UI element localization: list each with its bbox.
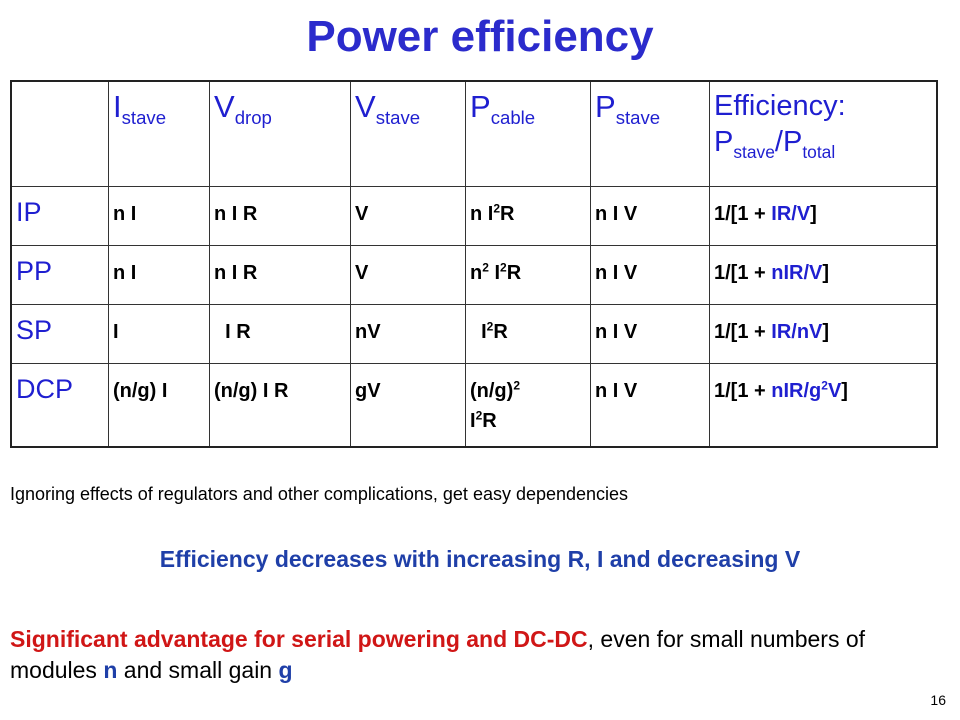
- cell-pstave: n I V: [590, 186, 710, 246]
- cell-istave: n I: [108, 245, 210, 305]
- cell-efficiency: 1/[1 + nIR/V]: [709, 245, 938, 305]
- advantage-highlight: Significant advantage for serial powerin…: [10, 626, 588, 652]
- row-label-ip: IP: [10, 186, 109, 246]
- page-number: 16: [930, 692, 946, 708]
- cell-efficiency: 1/[1 + nIR/g2V]: [709, 363, 938, 448]
- header-istave: Istave: [108, 80, 210, 187]
- advantage-text: Significant advantage for serial powerin…: [10, 626, 866, 684]
- cell-istave: n I: [108, 186, 210, 246]
- cell-efficiency: 1/[1 + IR/V]: [709, 186, 938, 246]
- cell-vdrop: (n/g) I R: [209, 363, 351, 448]
- cell-vstave: V: [350, 245, 466, 305]
- cell-vstave: gV: [350, 363, 466, 448]
- table-row: DCP (n/g) I (n/g) I R gV (n/g)2 I2R n I V…: [10, 363, 938, 448]
- header-pstave: Pstave: [590, 80, 710, 187]
- cell-pcable: I2R: [465, 304, 591, 364]
- cell-pstave: n I V: [590, 245, 710, 305]
- cell-istave: (n/g) I: [108, 363, 210, 448]
- row-label-pp: PP: [10, 245, 109, 305]
- corner-cell: [10, 80, 109, 187]
- cell-istave: I: [108, 304, 210, 364]
- cell-pcable: n2 I2R: [465, 245, 591, 305]
- cell-vstave: nV: [350, 304, 466, 364]
- row-label-sp: SP: [10, 304, 109, 364]
- efficiency-table: Istave Vdrop Vstave Pcable Pstave Effici…: [10, 80, 938, 448]
- cell-vdrop: I R: [209, 304, 351, 364]
- cell-vdrop: n I R: [209, 186, 351, 246]
- cell-efficiency: 1/[1 + IR/nV]: [709, 304, 938, 364]
- slide-title: Power efficiency: [306, 12, 654, 61]
- note-text: Ignoring effects of regulators and other…: [10, 484, 629, 504]
- cell-vdrop: n I R: [209, 245, 351, 305]
- row-label-dcp: DCP: [10, 363, 109, 448]
- conclusion-text: Efficiency decreases with increasing R, …: [159, 546, 801, 572]
- cell-pcable: (n/g)2 I2R: [465, 363, 591, 448]
- table-row: SP I I R nV I2R n I V 1/[1 + IR/nV]: [10, 304, 938, 364]
- header-vdrop: Vdrop: [209, 80, 351, 187]
- cell-pstave: n I V: [590, 304, 710, 364]
- header-efficiency: Efficiency: Pstave/Ptotal: [709, 80, 938, 187]
- cell-pstave: n I V: [590, 363, 710, 448]
- table-row: IP n I n I R V n I2R n I V 1/[1 + IR/V]: [10, 186, 938, 246]
- table-header-row: Istave Vdrop Vstave Pcable Pstave Effici…: [10, 80, 938, 187]
- header-pcable: Pcable: [465, 80, 591, 187]
- cell-pcable: n I2R: [465, 186, 591, 246]
- header-vstave: Vstave: [350, 80, 466, 187]
- cell-vstave: V: [350, 186, 466, 246]
- table-row: PP n I n I R V n2 I2R n I V 1/[1 + nIR/V…: [10, 245, 938, 305]
